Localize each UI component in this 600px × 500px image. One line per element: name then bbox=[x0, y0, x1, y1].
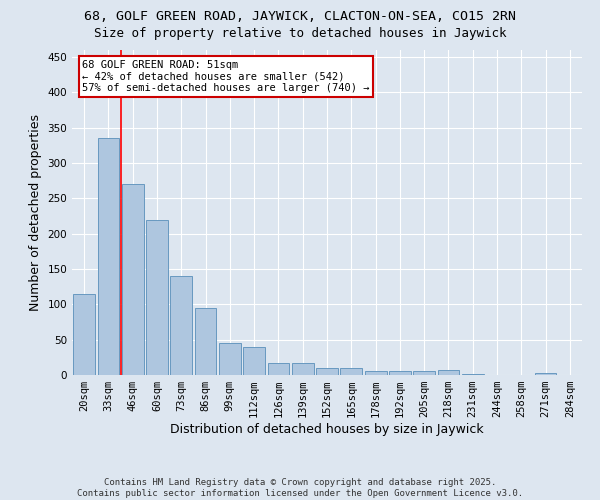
Bar bbox=[194, 308, 217, 375]
Y-axis label: Number of detached properties: Number of detached properties bbox=[29, 114, 42, 311]
Bar bbox=[365, 371, 386, 375]
Bar bbox=[268, 363, 289, 375]
Bar bbox=[535, 373, 556, 375]
Bar bbox=[389, 372, 411, 375]
Bar bbox=[122, 184, 143, 375]
Bar bbox=[170, 276, 192, 375]
Bar bbox=[243, 346, 265, 375]
Text: Size of property relative to detached houses in Jaywick: Size of property relative to detached ho… bbox=[94, 28, 506, 40]
Bar bbox=[437, 370, 460, 375]
Bar bbox=[340, 368, 362, 375]
Bar bbox=[146, 220, 168, 375]
Bar bbox=[316, 368, 338, 375]
Bar bbox=[292, 363, 314, 375]
Bar bbox=[73, 294, 95, 375]
Bar bbox=[413, 372, 435, 375]
Text: 68 GOLF GREEN ROAD: 51sqm
← 42% of detached houses are smaller (542)
57% of semi: 68 GOLF GREEN ROAD: 51sqm ← 42% of detac… bbox=[82, 60, 370, 93]
Text: Contains HM Land Registry data © Crown copyright and database right 2025.
Contai: Contains HM Land Registry data © Crown c… bbox=[77, 478, 523, 498]
X-axis label: Distribution of detached houses by size in Jaywick: Distribution of detached houses by size … bbox=[170, 423, 484, 436]
Bar bbox=[219, 343, 241, 375]
Bar bbox=[462, 374, 484, 375]
Bar bbox=[97, 138, 119, 375]
Text: 68, GOLF GREEN ROAD, JAYWICK, CLACTON-ON-SEA, CO15 2RN: 68, GOLF GREEN ROAD, JAYWICK, CLACTON-ON… bbox=[84, 10, 516, 23]
